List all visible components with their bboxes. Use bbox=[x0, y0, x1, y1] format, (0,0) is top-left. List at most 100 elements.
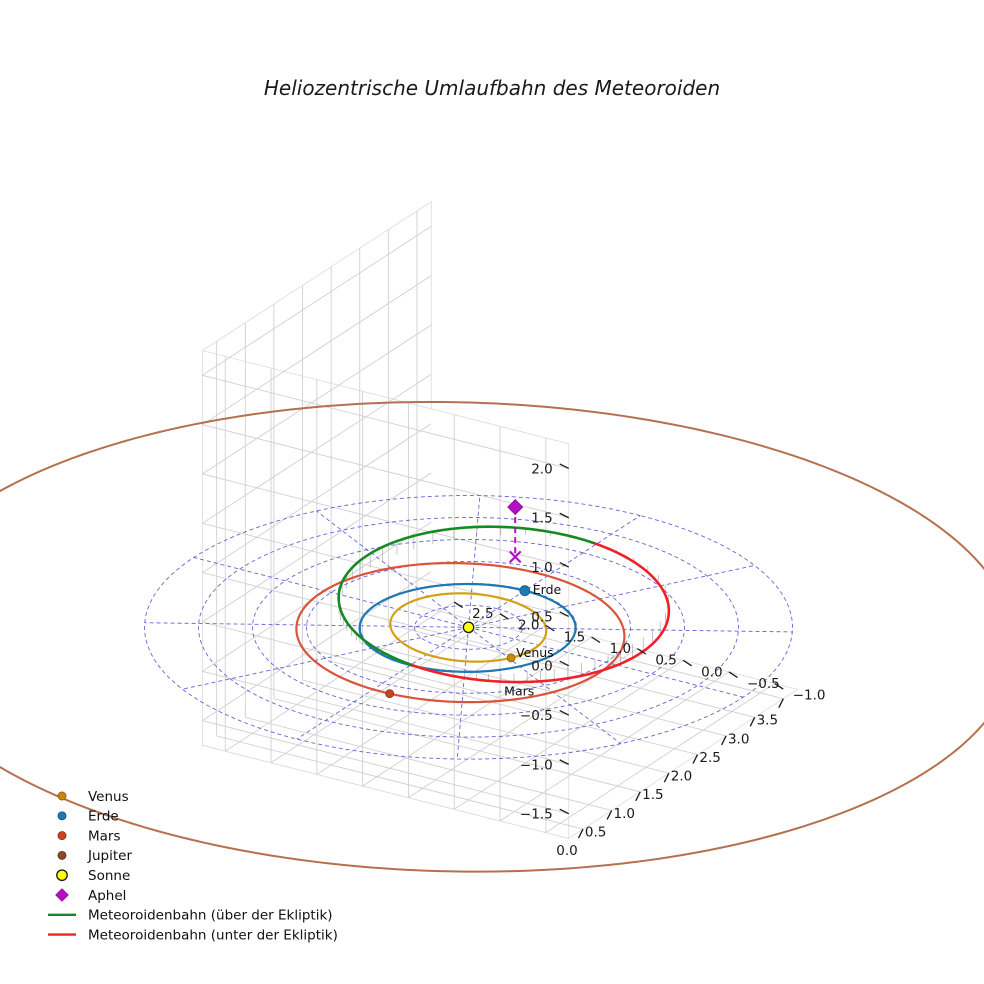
zaxis-tick bbox=[559, 808, 570, 815]
yaxis-label: −0.5 bbox=[747, 676, 780, 692]
marker-erde bbox=[519, 585, 531, 597]
xaxis-label: 0.5 bbox=[585, 824, 606, 840]
yaxis-label: 0.0 bbox=[701, 664, 722, 680]
aphelion-diamond-marker bbox=[507, 499, 524, 516]
xaxis-label: 3.5 bbox=[757, 713, 778, 729]
zaxis-tick bbox=[559, 759, 570, 765]
gridline-wall-z-y bbox=[202, 472, 432, 623]
polar-grid-spoke bbox=[316, 510, 469, 628]
gridline-floor-y bbox=[545, 683, 775, 833]
gridline-floor-x bbox=[416, 605, 784, 700]
xaxis-label: 1.5 bbox=[642, 787, 663, 803]
zaxis-tick bbox=[559, 709, 570, 716]
zaxis-label: 2.0 bbox=[531, 461, 552, 477]
gridline-floor-x bbox=[302, 679, 669, 774]
legend-marker-swatch bbox=[57, 811, 67, 821]
gridline-wall-z-x bbox=[202, 670, 569, 765]
gridline-floor-x bbox=[273, 698, 641, 793]
gridline-wall-z-x bbox=[202, 473, 569, 568]
gridline-floor-x bbox=[245, 716, 612, 811]
zaxis-label: 0.0 bbox=[531, 659, 552, 675]
polar-grid-spoke bbox=[468, 626, 793, 633]
yaxis-tick bbox=[637, 648, 647, 655]
zaxis-tick bbox=[559, 512, 570, 519]
yaxis-label: 2.0 bbox=[518, 618, 539, 634]
orbit-venus bbox=[389, 592, 548, 663]
meteoroid-above-ecliptic bbox=[337, 525, 595, 667]
zaxis-label: −1.5 bbox=[520, 807, 553, 823]
yaxis-tick bbox=[728, 671, 738, 678]
gridline-wall-z-y bbox=[202, 324, 432, 475]
gridline-wall-z-x bbox=[202, 424, 569, 519]
xaxis-tick bbox=[635, 791, 641, 802]
gridline-floor-y bbox=[453, 659, 684, 810]
legend-marker-swatch bbox=[55, 888, 69, 902]
legend-item-label: Sonne bbox=[88, 868, 130, 884]
aphelion-projection-x-marker bbox=[508, 550, 522, 564]
xaxis-tick bbox=[721, 735, 727, 746]
legend-marker-swatch bbox=[57, 831, 67, 841]
xaxis-tick bbox=[663, 772, 670, 783]
page-title: Heliozentrische Umlaufbahn des Meteoroid… bbox=[264, 76, 720, 100]
legend-item-label: Meteoroidenbahn (über der Ekliptik) bbox=[88, 908, 333, 924]
yaxis-label: 1.5 bbox=[564, 629, 585, 645]
polar-grid-spoke bbox=[468, 626, 621, 745]
polar-grid-spoke bbox=[468, 626, 744, 698]
meteoroid-below-ecliptic bbox=[411, 541, 671, 684]
legend-item-label: Meteoroidenbahn (unter der Ekliptik) bbox=[88, 927, 338, 943]
xaxis-label: 2.5 bbox=[699, 750, 720, 766]
yaxis-label: −1.0 bbox=[793, 688, 826, 704]
zaxis-tick bbox=[559, 660, 570, 667]
gridline-wall-z-x bbox=[202, 572, 569, 667]
legend-item-label: Venus bbox=[88, 789, 129, 805]
body-markers bbox=[385, 585, 531, 699]
zaxis-label: 0.5 bbox=[531, 609, 552, 625]
aphelion-marker bbox=[507, 499, 524, 564]
gridline-floor-y bbox=[499, 671, 730, 822]
gridline-wall-z-y bbox=[202, 423, 432, 573]
zaxis-label: −0.5 bbox=[520, 708, 553, 724]
orbit-mars bbox=[295, 561, 626, 704]
yaxis-label: 1.0 bbox=[610, 641, 631, 657]
polar-grid-spoke bbox=[193, 557, 469, 628]
xaxis-tick bbox=[778, 698, 784, 708]
polar-grid-spoke bbox=[296, 626, 469, 740]
legend-marker-swatch bbox=[56, 869, 68, 882]
yaxis-label: 0.5 bbox=[655, 653, 676, 669]
polar-grid-circle bbox=[144, 495, 793, 760]
legend: Venus Erde Mars Jupiter Sonne Aphel Meteoroide… bbox=[48, 789, 338, 943]
gridline-wall-z-y bbox=[202, 275, 432, 425]
xaxis-tick bbox=[577, 828, 584, 839]
legend-item-label: Aphel bbox=[88, 888, 126, 904]
gridline-wall-z-x bbox=[202, 720, 569, 815]
xaxis-label: 1.0 bbox=[614, 806, 635, 822]
xaxis-tick bbox=[749, 717, 756, 727]
xaxis-tick bbox=[606, 810, 613, 820]
body-annotations: Erde Mars Venus bbox=[504, 582, 561, 699]
zaxis-label: 1.5 bbox=[531, 511, 552, 527]
xaxis-tick bbox=[692, 754, 699, 764]
annotation-mars: Mars bbox=[504, 684, 534, 699]
zaxis-tick bbox=[559, 611, 570, 617]
polar-grid-spoke bbox=[468, 495, 481, 628]
gridline-floor-x bbox=[216, 735, 584, 830]
xaxis-label: 0.0 bbox=[556, 843, 577, 859]
yaxis-tick bbox=[453, 601, 464, 609]
meteoroid-orbit bbox=[337, 525, 671, 684]
marker-sun bbox=[462, 621, 475, 634]
gridline-wall-z-y bbox=[202, 225, 432, 376]
back-pane-x bbox=[201, 350, 570, 839]
legend-marker-swatch bbox=[57, 791, 67, 801]
xaxis-label: 3.0 bbox=[728, 731, 749, 747]
polar-grid-spoke bbox=[456, 627, 469, 760]
marker-venus bbox=[506, 653, 516, 663]
axis-ticks bbox=[453, 463, 784, 839]
legend-marker-swatch bbox=[57, 850, 67, 860]
legend-item-label: Mars bbox=[88, 828, 121, 844]
yaxis-tick bbox=[682, 659, 693, 667]
legend-item-label: Jupiter bbox=[87, 848, 132, 864]
orbit-jupiter bbox=[0, 400, 984, 873]
polar-grid-spoke bbox=[468, 515, 641, 628]
